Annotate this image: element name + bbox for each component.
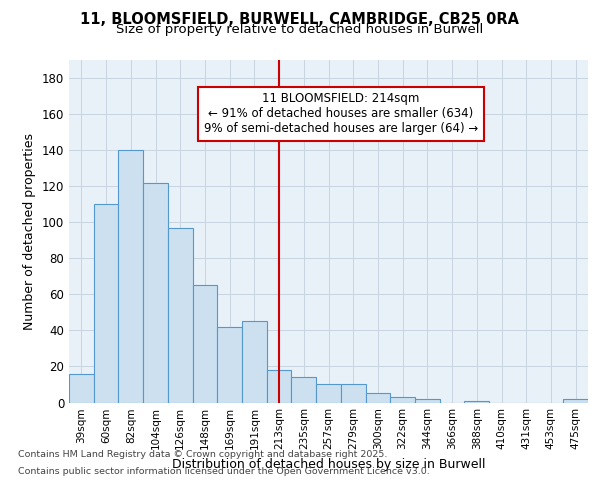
Bar — [143, 182, 168, 402]
Bar — [168, 228, 193, 402]
Bar — [292, 378, 316, 402]
Text: 11 BLOOMSFIELD: 214sqm
← 91% of detached houses are smaller (634)
9% of semi-det: 11 BLOOMSFIELD: 214sqm ← 91% of detached… — [204, 92, 478, 136]
Text: Size of property relative to detached houses in Burwell: Size of property relative to detached ho… — [116, 22, 484, 36]
Bar — [415, 399, 440, 402]
Bar — [341, 384, 365, 402]
Text: Contains HM Land Registry data © Crown copyright and database right 2025.: Contains HM Land Registry data © Crown c… — [18, 450, 388, 459]
Text: 11, BLOOMSFIELD, BURWELL, CAMBRIDGE, CB25 0RA: 11, BLOOMSFIELD, BURWELL, CAMBRIDGE, CB2… — [80, 12, 520, 28]
Bar — [242, 322, 267, 402]
Bar — [464, 400, 489, 402]
Text: Contains public sector information licensed under the Open Government Licence v3: Contains public sector information licen… — [18, 468, 430, 476]
Bar — [193, 286, 217, 403]
Bar — [94, 204, 118, 402]
Bar — [365, 394, 390, 402]
X-axis label: Distribution of detached houses by size in Burwell: Distribution of detached houses by size … — [172, 458, 485, 471]
Bar — [267, 370, 292, 402]
Bar — [390, 397, 415, 402]
Y-axis label: Number of detached properties: Number of detached properties — [23, 132, 36, 330]
Bar — [217, 327, 242, 402]
Bar — [316, 384, 341, 402]
Bar — [563, 399, 588, 402]
Bar — [118, 150, 143, 403]
Bar — [69, 374, 94, 402]
